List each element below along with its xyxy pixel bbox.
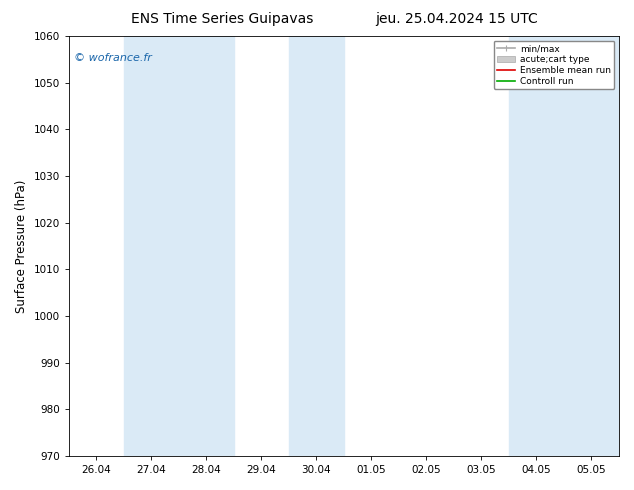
- Legend: min/max, acute;cart type, Ensemble mean run, Controll run: min/max, acute;cart type, Ensemble mean …: [494, 41, 614, 89]
- Text: © wofrance.fr: © wofrance.fr: [74, 53, 152, 63]
- Bar: [509, 36, 619, 456]
- Bar: [124, 36, 234, 456]
- Text: ENS Time Series Guipavas: ENS Time Series Guipavas: [131, 12, 313, 26]
- Text: jeu. 25.04.2024 15 UTC: jeu. 25.04.2024 15 UTC: [375, 12, 538, 26]
- Bar: [289, 36, 344, 456]
- Y-axis label: Surface Pressure (hPa): Surface Pressure (hPa): [15, 179, 28, 313]
